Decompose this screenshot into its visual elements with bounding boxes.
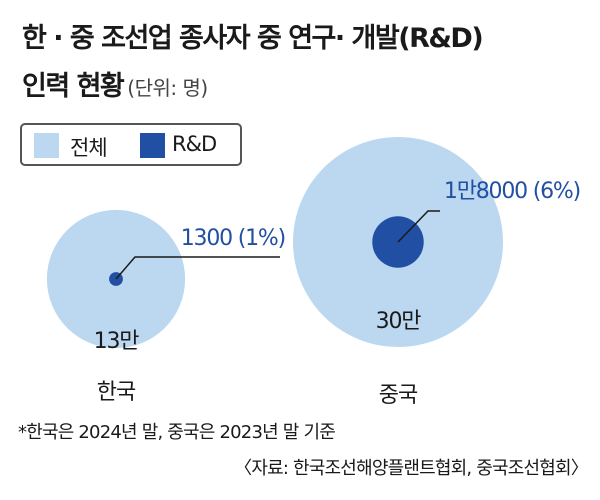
source-note: 〈자료: 한국조선해양플랜트협회, 중국조선협회〉 <box>234 458 589 479</box>
total-value-label-china: 30만 <box>376 309 422 334</box>
country-label-china: 중국 <box>379 383 418 408</box>
footnote: *한국은 2024년 말, 중국은 2023년 말 기준 <box>18 422 336 443</box>
legend: 전체 R&D <box>20 123 242 166</box>
unit-label: (단위: 명) <box>127 76 208 100</box>
chart-title-text: 인력 현황 <box>22 71 125 102</box>
legend-swatch-rd <box>140 133 165 158</box>
legend-label-rd: R&D <box>172 132 217 156</box>
legend-swatch-total <box>34 133 59 158</box>
chart-title-line2: 인력 현황 (단위: 명) <box>22 64 208 103</box>
rd-value-label-korea: 1300 (1%) <box>181 226 285 251</box>
rd-value-label-china: 1만8000 (6%) <box>444 179 580 204</box>
chart-title: 한 · 중 조선업 종사자 중 연구· 개발(R&D) <box>22 23 484 54</box>
leader-line-korea <box>115 256 280 280</box>
legend-label-total: 전체 <box>70 136 108 160</box>
total-value-label-korea: 13만 <box>94 329 140 354</box>
leader-line-china <box>397 210 440 243</box>
country-label-korea: 한국 <box>97 380 136 405</box>
